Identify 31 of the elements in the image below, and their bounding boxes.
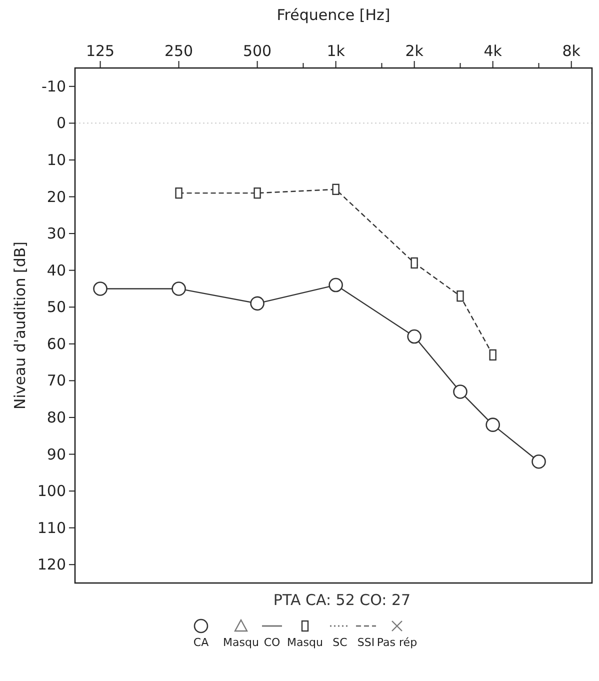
y-axis-title: Niveau d'audition [dB] — [11, 241, 29, 410]
x-tick-label: 1k — [326, 42, 346, 60]
x-tick-label: 125 — [86, 42, 115, 60]
x-tick-label: 500 — [242, 42, 272, 60]
y-tick-label: 0 — [56, 114, 66, 132]
y-tick-label: 20 — [46, 188, 66, 206]
legend-label: CO — [264, 636, 281, 649]
x-tick-label: 250 — [164, 42, 194, 60]
x-tick-label: 8k — [562, 42, 581, 60]
legend-label: Masqu — [223, 636, 259, 649]
y-tick-label: -10 — [42, 77, 66, 96]
x-tick-label: 2k — [405, 42, 424, 60]
legend-label: SSI — [357, 636, 375, 649]
y-tick-label: 60 — [46, 334, 66, 353]
x-axis-title: Fréquence [Hz] — [276, 6, 390, 24]
y-tick-label: 80 — [46, 408, 66, 426]
y-tick-label: 10 — [46, 150, 66, 169]
y-tick-label: 50 — [46, 298, 66, 316]
text: PTA CA: 52 CO: 27 — [273, 591, 411, 609]
y-tick-label: 30 — [46, 224, 66, 243]
legend-label: SC — [332, 636, 348, 649]
legend-label: Pas rép — [376, 636, 418, 649]
legend-label: Masqu — [287, 636, 323, 649]
y-tick-label: 100 — [37, 482, 66, 500]
x-tick-label: 4k — [484, 42, 502, 60]
y-tick-label: 110 — [37, 518, 66, 537]
y-tick-label: 70 — [46, 372, 66, 390]
y-tick-label: 90 — [46, 445, 66, 464]
y-tick-label: 120 — [37, 556, 66, 574]
legend-label: CA — [193, 636, 210, 649]
y-tick-label: 40 — [46, 261, 66, 280]
